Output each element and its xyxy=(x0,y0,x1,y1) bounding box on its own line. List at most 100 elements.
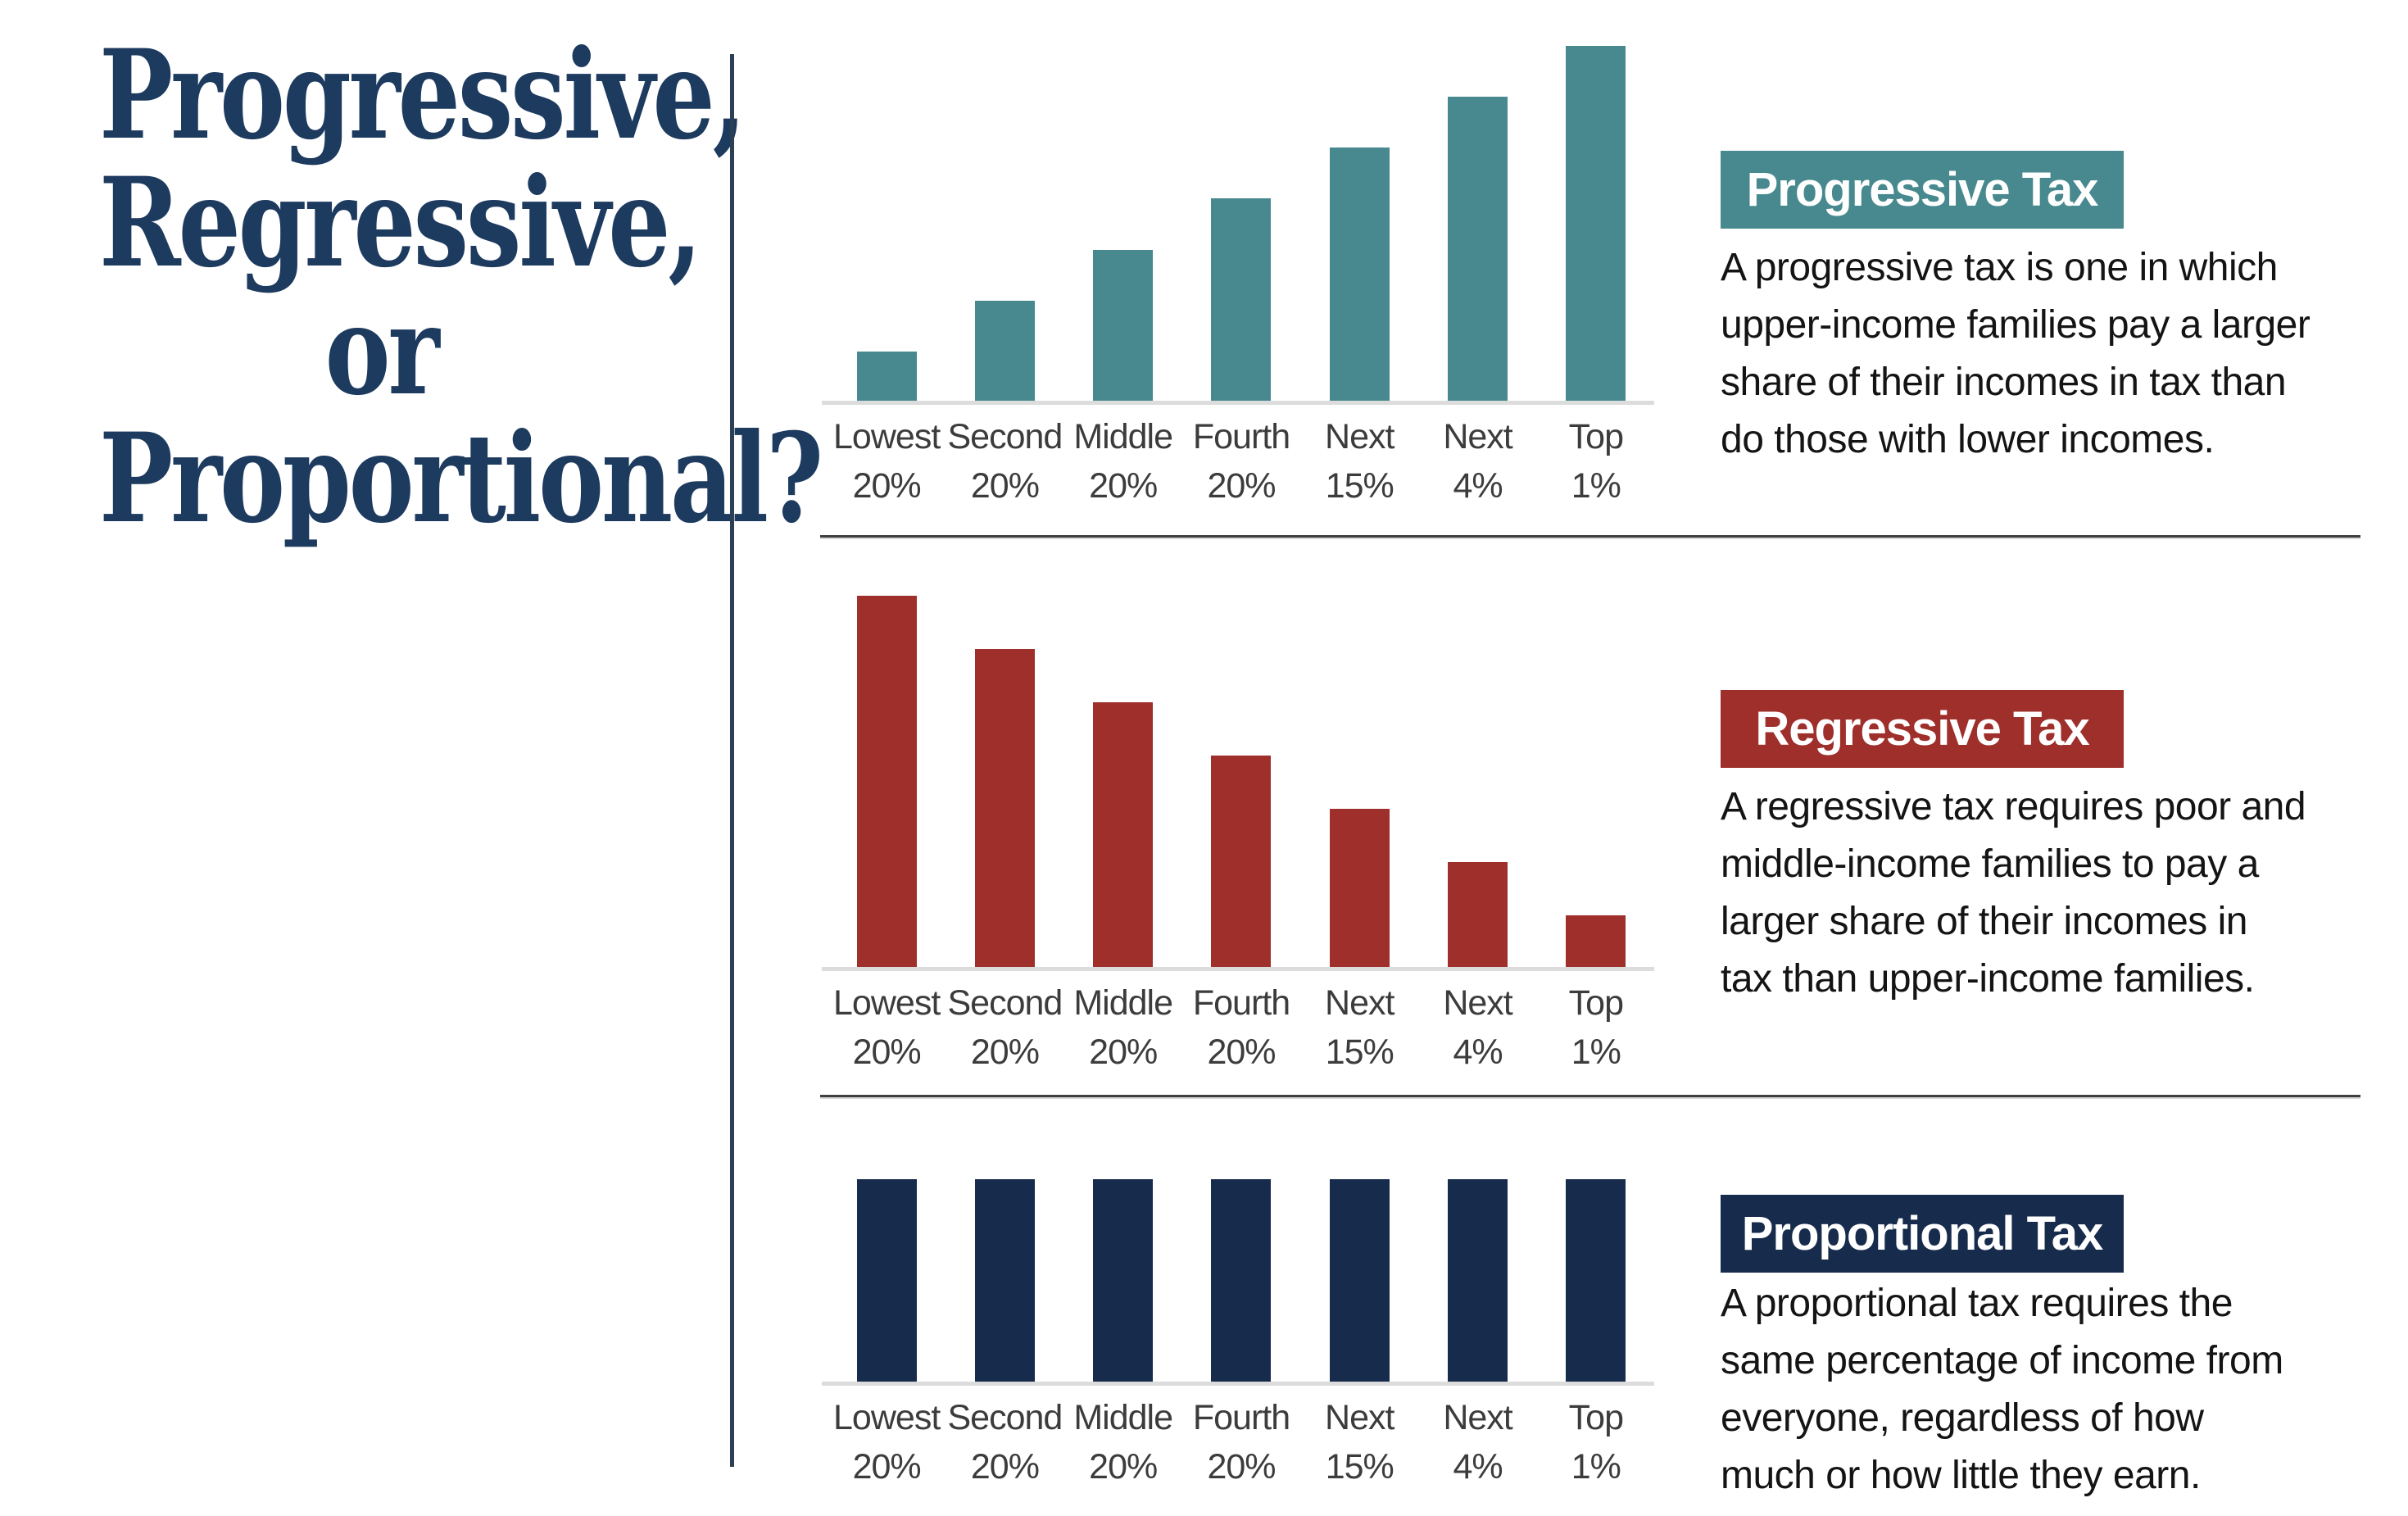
category-percent: 1% xyxy=(1571,1033,1621,1072)
category-name: Next xyxy=(1325,417,1394,456)
category-label: Next 15% xyxy=(1300,1400,1418,1485)
category-label: Middle 20% xyxy=(1064,1400,1182,1485)
progressive-tax-badge: Progressive Tax xyxy=(1721,151,2124,229)
category-percent: 20% xyxy=(1089,466,1158,506)
category-name: Lowest xyxy=(833,417,941,456)
category-percent: 4% xyxy=(1453,1033,1503,1072)
category-label: Lowest 20% xyxy=(828,1400,946,1485)
bar-next-15- xyxy=(1329,148,1390,402)
category-label: Fourth 20% xyxy=(1182,1400,1300,1485)
category-label: Top 1% xyxy=(1537,420,1655,504)
category-label: Fourth 20% xyxy=(1182,420,1300,504)
category-percent: 20% xyxy=(852,466,922,506)
progressive-tax-badge-text: Progressive Tax xyxy=(1746,163,2099,216)
category-percent: 20% xyxy=(852,1447,922,1486)
section-separator-1 xyxy=(820,535,2360,538)
category-percent: 4% xyxy=(1453,1447,1503,1486)
bar-lowest-20- xyxy=(856,596,917,969)
category-name: Next xyxy=(1325,1398,1394,1437)
category-label: Lowest 20% xyxy=(828,986,946,1070)
bar-lowest-20- xyxy=(856,1179,917,1383)
category-percent: 20% xyxy=(1089,1033,1158,1072)
category-percent: 20% xyxy=(1207,1033,1276,1072)
proportional-category-labels: Lowest 20% Second 20% Middle 20% Fourth 20% Next… xyxy=(828,1400,1655,1485)
category-percent: 1% xyxy=(1571,1447,1621,1486)
bar-next-15- xyxy=(1329,809,1390,969)
category-label: Next 4% xyxy=(1419,420,1537,504)
bar-top-1- xyxy=(1566,915,1626,969)
category-percent: 15% xyxy=(1325,466,1394,506)
category-name: Lowest xyxy=(833,983,941,1023)
category-label: Top 1% xyxy=(1537,1400,1655,1485)
bar-second-20- xyxy=(974,301,1035,402)
bar-second-20- xyxy=(974,649,1035,969)
category-label: Second 20% xyxy=(946,1400,1063,1485)
category-label: Middle 20% xyxy=(1064,986,1182,1070)
category-percent: 20% xyxy=(970,1033,1040,1072)
progressive-x-axis-line xyxy=(822,401,1654,405)
category-label: Top 1% xyxy=(1537,986,1655,1070)
category-label: Second 20% xyxy=(946,986,1063,1070)
category-percent: 20% xyxy=(970,1447,1040,1486)
category-label: Lowest 20% xyxy=(828,420,946,504)
category-percent: 20% xyxy=(1089,1447,1158,1486)
category-label: Next 4% xyxy=(1419,986,1537,1070)
category-name: Middle xyxy=(1073,983,1173,1023)
category-percent: 15% xyxy=(1325,1033,1394,1072)
bar-next-15- xyxy=(1329,1179,1390,1383)
category-name: Lowest xyxy=(833,1398,941,1437)
regressive-category-labels: Lowest 20% Second 20% Middle 20% Fourth 20% Next… xyxy=(828,986,1655,1070)
progressive-tax-description: A progressive tax is one in which upper-… xyxy=(1721,246,2311,461)
bar-next-4- xyxy=(1448,862,1508,969)
regressive-bar-chart xyxy=(828,596,1655,969)
bar-second-20- xyxy=(974,1179,1035,1383)
progressive-category-labels: Lowest 20% Second 20% Middle 20% Fourth 20% Next… xyxy=(828,420,1655,504)
bar-next-4- xyxy=(1448,1179,1508,1383)
category-name: Second xyxy=(947,983,1063,1023)
category-percent: 1% xyxy=(1571,466,1621,506)
category-label: Next 15% xyxy=(1300,986,1418,1070)
vertical-divider xyxy=(730,54,734,1467)
category-name: Fourth xyxy=(1192,983,1290,1023)
regressive-tax-badge-text: Regressive Tax xyxy=(1755,702,2089,756)
category-name: Next xyxy=(1443,1398,1512,1437)
bar-lowest-20- xyxy=(856,352,917,402)
bar-fourth-20- xyxy=(1211,1179,1272,1383)
proportional-bar-chart xyxy=(828,1027,1655,1383)
proportional-tax-badge-text: Proportional Tax xyxy=(1741,1207,2104,1260)
category-percent: 20% xyxy=(970,466,1040,506)
category-name: Middle xyxy=(1073,417,1173,456)
bar-top-1- xyxy=(1566,46,1626,402)
category-name: Top xyxy=(1568,1398,1624,1437)
bar-fourth-20- xyxy=(1211,756,1272,969)
category-percent: 20% xyxy=(1207,466,1276,506)
proportional-tax-badge: Proportional Tax xyxy=(1721,1195,2124,1273)
progressive-bar-chart xyxy=(828,46,1655,402)
category-label: Next 15% xyxy=(1300,420,1418,504)
category-name: Top xyxy=(1568,983,1624,1023)
bar-fourth-20- xyxy=(1211,198,1272,402)
category-name: Top xyxy=(1568,417,1624,456)
category-percent: 15% xyxy=(1325,1447,1394,1486)
category-name: Fourth xyxy=(1192,417,1290,456)
proportional-tax-description: A proportional tax requires the same per… xyxy=(1721,1282,2283,1497)
section-separator-2 xyxy=(820,1095,2360,1097)
regressive-tax-description: A regressive tax requires poor and middl… xyxy=(1721,785,2306,1001)
category-percent: 4% xyxy=(1453,466,1503,506)
category-name: Next xyxy=(1325,983,1394,1023)
category-name: Next xyxy=(1443,417,1512,456)
category-label: Second 20% xyxy=(946,420,1063,504)
page-title: Progressive, Regressive, or Proportional… xyxy=(99,23,823,551)
bar-middle-20- xyxy=(1093,1179,1154,1383)
category-name: Second xyxy=(947,1398,1063,1437)
proportional-x-axis-line xyxy=(822,1382,1654,1386)
regressive-tax-badge: Regressive Tax xyxy=(1721,690,2124,768)
category-name: Fourth xyxy=(1192,1398,1290,1437)
category-name: Next xyxy=(1443,983,1512,1023)
category-percent: 20% xyxy=(852,1033,922,1072)
bar-top-1- xyxy=(1566,1179,1626,1383)
category-label: Next 4% xyxy=(1419,1400,1537,1485)
bar-middle-20- xyxy=(1093,702,1154,969)
category-name: Middle xyxy=(1073,1398,1173,1437)
